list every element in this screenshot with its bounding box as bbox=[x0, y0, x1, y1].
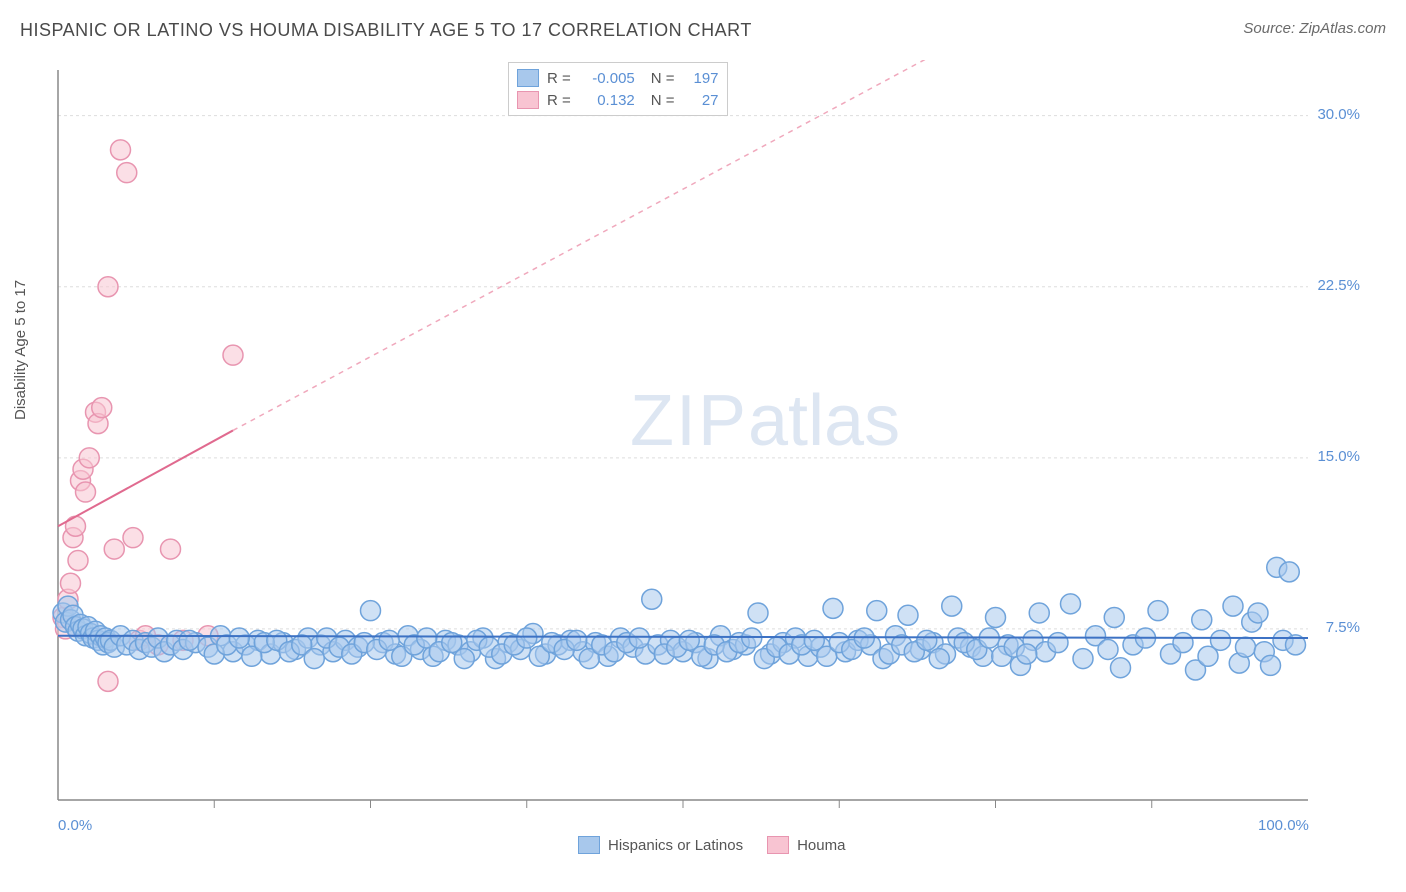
y-axis-label: Disability Age 5 to 17 bbox=[12, 280, 29, 420]
legend-r-value: 0.132 bbox=[579, 92, 635, 109]
legend-row: R = 0.132 N = 27 bbox=[517, 89, 719, 111]
source-name: ZipAtlas.com bbox=[1299, 20, 1386, 37]
legend-swatch bbox=[767, 836, 789, 854]
legend-swatch bbox=[517, 69, 539, 87]
legend-n-value: 197 bbox=[683, 70, 719, 87]
legend-n-label: N = bbox=[651, 70, 675, 87]
legend-r-value: -0.005 bbox=[579, 70, 635, 87]
x-tick-label: 100.0% bbox=[1258, 817, 1309, 834]
source-credit: Source: ZipAtlas.com bbox=[1243, 20, 1386, 37]
legend-row: R = -0.005 N = 197 bbox=[517, 67, 719, 89]
legend-r-label: R = bbox=[547, 70, 571, 87]
legend-n-value: 27 bbox=[683, 92, 719, 109]
legend-item: Hispanics or Latinos bbox=[578, 836, 743, 854]
x-tick-label: 0.0% bbox=[58, 817, 92, 834]
y-tick-label: 15.0% bbox=[1317, 448, 1360, 465]
source-prefix: Source: bbox=[1243, 20, 1299, 37]
y-tick-label: 22.5% bbox=[1317, 277, 1360, 294]
series-legend: Hispanics or Latinos Houma bbox=[578, 836, 845, 854]
legend-swatch bbox=[517, 91, 539, 109]
legend-swatch bbox=[578, 836, 600, 854]
legend-r-label: R = bbox=[547, 92, 571, 109]
chart-area: 7.5%15.0%22.5%30.0%0.0%100.0% bbox=[48, 60, 1368, 830]
legend-series-name: Hispanics or Latinos bbox=[608, 837, 743, 854]
legend-item: Houma bbox=[767, 836, 845, 854]
legend-series-name: Houma bbox=[797, 837, 845, 854]
y-tick-label: 30.0% bbox=[1317, 106, 1360, 123]
y-tick-label: 7.5% bbox=[1326, 619, 1360, 636]
correlation-legend: R = -0.005 N = 197 R = 0.132 N = 27 bbox=[508, 62, 728, 116]
scatter-plot-svg bbox=[48, 60, 1368, 830]
chart-title: HISPANIC OR LATINO VS HOUMA DISABILITY A… bbox=[20, 20, 752, 41]
legend-n-label: N = bbox=[651, 92, 675, 109]
